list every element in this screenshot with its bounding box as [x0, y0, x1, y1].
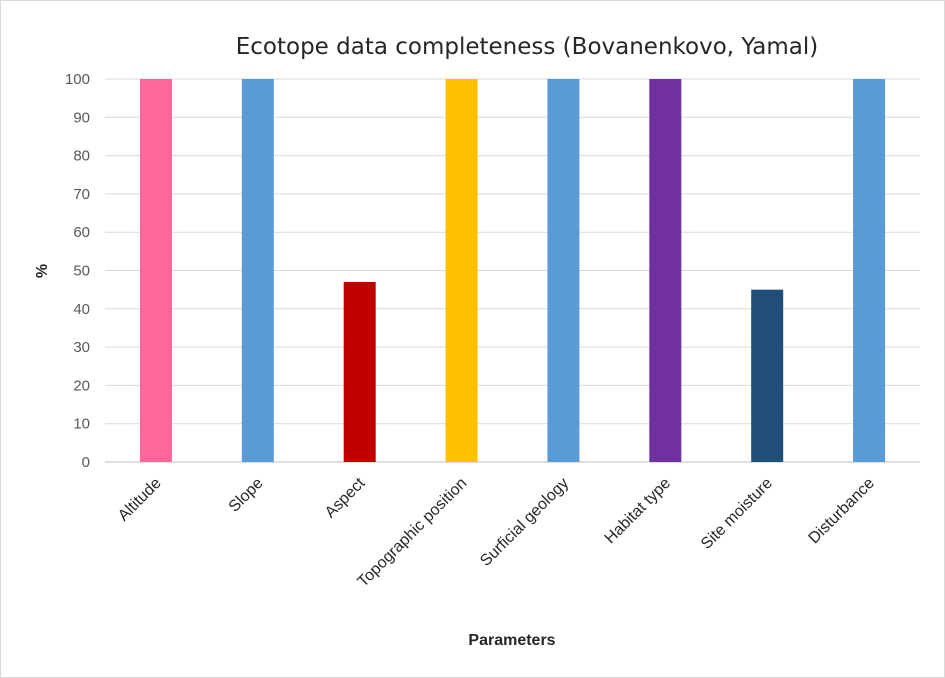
y-tick-label: 30	[73, 339, 90, 356]
x-tick-label: Altitude	[115, 475, 165, 525]
x-tick-label: Habitat type	[602, 475, 674, 547]
bar-site-moisture	[751, 289, 784, 462]
x-tick-label: Site moisture	[698, 475, 776, 553]
bar-habitat-type	[649, 79, 682, 462]
x-tick-label: Aspect	[322, 474, 369, 521]
y-axis-title: %	[34, 264, 51, 278]
y-tick-label: 80	[73, 148, 90, 165]
bars	[139, 79, 886, 462]
x-tick-label: Slope	[226, 475, 267, 516]
y-tick-label: 100	[65, 71, 90, 88]
gridlines	[105, 78, 920, 463]
x-tick-label: Disturbance	[806, 475, 878, 547]
chart-title: Ecotope data completeness (Bovanenkovo, …	[236, 34, 819, 60]
bar-aspect	[343, 281, 376, 462]
y-tick-label: 60	[73, 224, 90, 241]
y-tick-label: 70	[73, 186, 90, 203]
y-tick-label: 40	[73, 301, 90, 318]
y-tick-label: 90	[73, 109, 90, 126]
bar-altitude	[139, 79, 172, 462]
bar-topographic-position	[445, 79, 478, 462]
y-tick-label: 20	[73, 377, 90, 394]
y-tick-label: 50	[73, 263, 90, 280]
x-tick-label: Surficial geology	[477, 475, 572, 570]
y-tick-label: 10	[73, 416, 90, 433]
y-tick-labels: 0 10 20 30 40 50 60 70 80 90 100	[65, 71, 90, 471]
bar-slope	[241, 79, 274, 462]
bar-disturbance	[853, 79, 886, 462]
y-tick-label: 0	[82, 454, 90, 471]
bar-surficial-geology	[547, 79, 580, 462]
x-tick-label: Topographic position	[355, 475, 471, 591]
x-axis-title: Parameters	[468, 632, 555, 649]
